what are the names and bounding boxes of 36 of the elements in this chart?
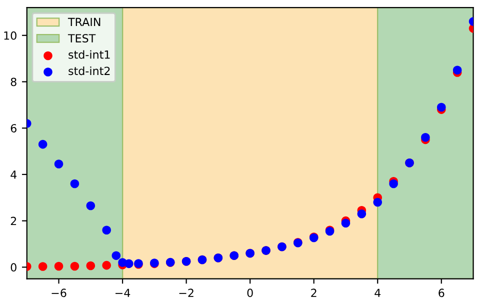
point	[452, 66, 462, 75]
x-tick-label: 4	[374, 288, 381, 297]
point	[389, 179, 398, 188]
y-tick-label: 6	[10, 124, 16, 132]
y-tick-label: 4	[10, 170, 17, 179]
x-tick-label: −4	[116, 288, 130, 297]
point	[38, 262, 48, 271]
point	[124, 259, 134, 268]
y-tick-label: 2	[10, 216, 16, 226]
point	[102, 260, 111, 270]
point	[357, 209, 366, 218]
point	[341, 218, 350, 228]
point	[86, 201, 96, 210]
point	[373, 198, 382, 207]
band-label: TEST	[68, 34, 96, 42]
point	[102, 226, 111, 234]
point	[54, 160, 64, 168]
legend-label: std-int1	[68, 50, 110, 59]
point	[54, 262, 64, 271]
point	[421, 132, 430, 142]
y-tick-label: 0	[10, 263, 16, 272]
legend-label: std-int2	[68, 66, 110, 76]
y-tick-label: 10	[4, 31, 16, 40]
point	[86, 261, 96, 270]
y-tick-label: 8	[10, 78, 16, 86]
x-tick-label: 0	[247, 288, 253, 298]
point	[112, 251, 121, 260]
point	[437, 102, 446, 112]
point	[70, 179, 80, 188]
point	[70, 262, 80, 271]
x-tick-label: 6	[438, 288, 444, 298]
x-tick-label: −2	[179, 288, 194, 297]
x-tick-label: 2	[311, 288, 316, 297]
point	[38, 140, 48, 149]
band-label: TRAIN	[68, 18, 100, 26]
x-tick-label: −6	[52, 288, 66, 298]
